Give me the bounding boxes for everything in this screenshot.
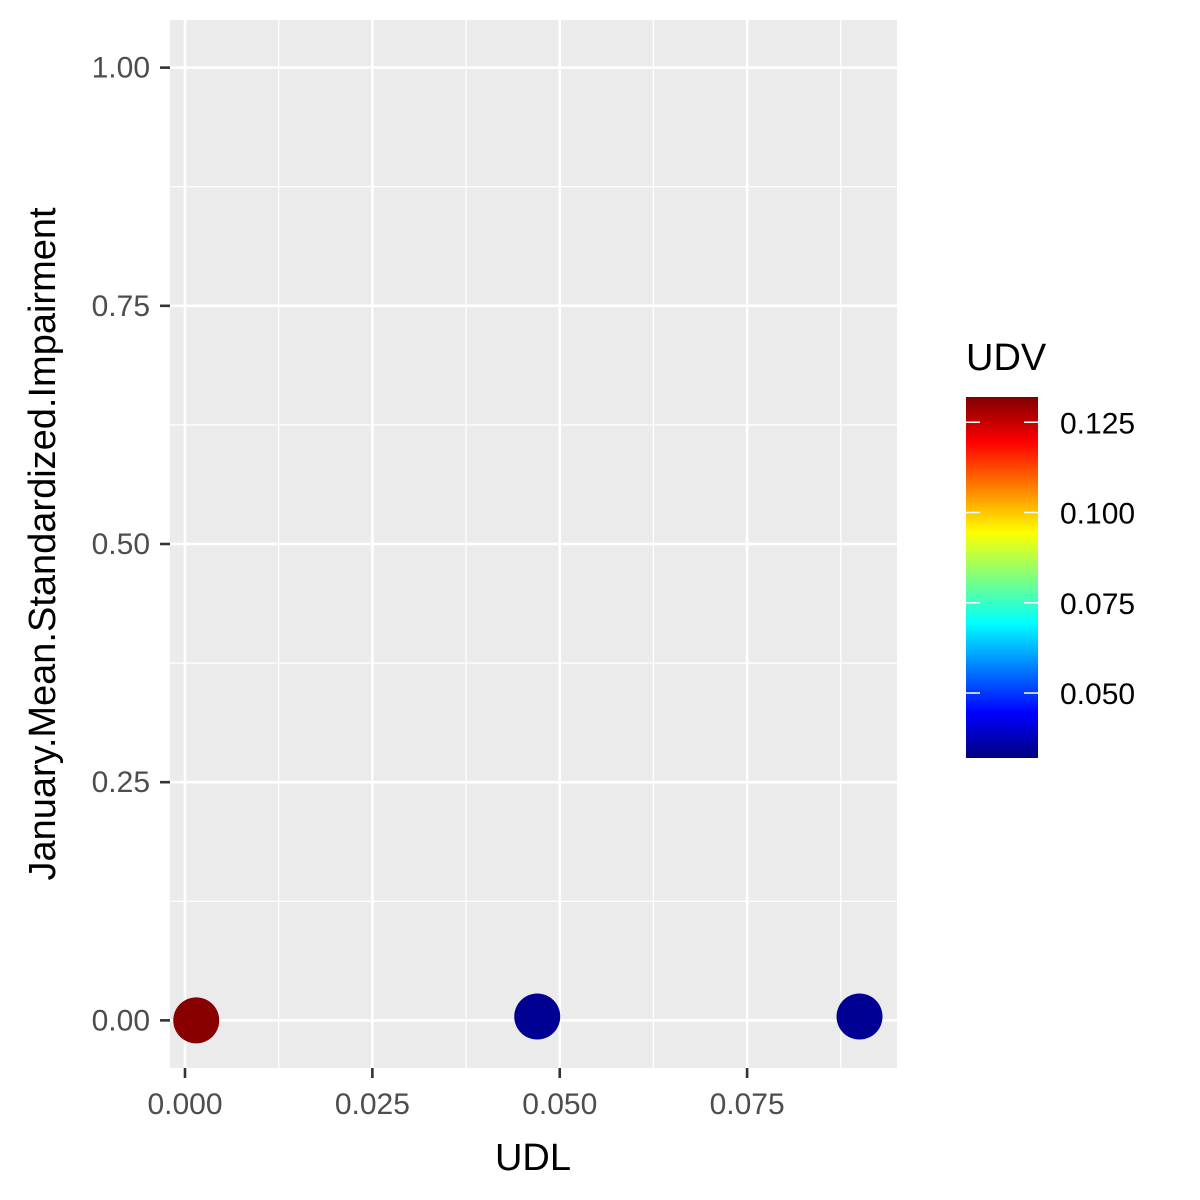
x-tick-label: 0.000 (147, 1088, 222, 1121)
grid-lines (170, 20, 897, 1068)
y-axis-title: January.Mean.Standardized.Impairment (22, 207, 64, 881)
y-tick-label: 0.00 (92, 1004, 150, 1037)
legend-colorbar (966, 397, 1038, 758)
data-point (173, 997, 220, 1044)
legend-tick-label: 0.050 (1060, 678, 1135, 711)
legend-ticks: 0.125 0.100 0.075 0.050 (966, 407, 1135, 711)
y-tick-label: 0.50 (92, 528, 150, 561)
x-tick-label: 0.050 (522, 1088, 597, 1121)
data-point (836, 993, 883, 1040)
x-tick-label: 0.075 (710, 1088, 785, 1121)
y-tick-label: 0.75 (92, 290, 150, 323)
legend-tick-label: 0.125 (1060, 407, 1135, 440)
legend-title: UDV (966, 337, 1047, 379)
legend-tick-label: 0.075 (1060, 588, 1135, 621)
y-tick-label: 0.25 (92, 766, 150, 799)
color-legend: UDV 0.125 0.100 0.075 0.050 (966, 337, 1135, 758)
x-axis-title: UDL (495, 1137, 571, 1179)
legend-tick-label: 0.100 (1060, 498, 1135, 531)
x-tick-label: 0.025 (335, 1088, 410, 1121)
data-points (173, 993, 883, 1044)
axes: 0.00 0.25 0.50 0.75 1.00 0.000 0.025 0.050 0.075 (92, 52, 785, 1121)
data-point (514, 993, 561, 1040)
y-tick-label: 1.00 (92, 52, 150, 85)
